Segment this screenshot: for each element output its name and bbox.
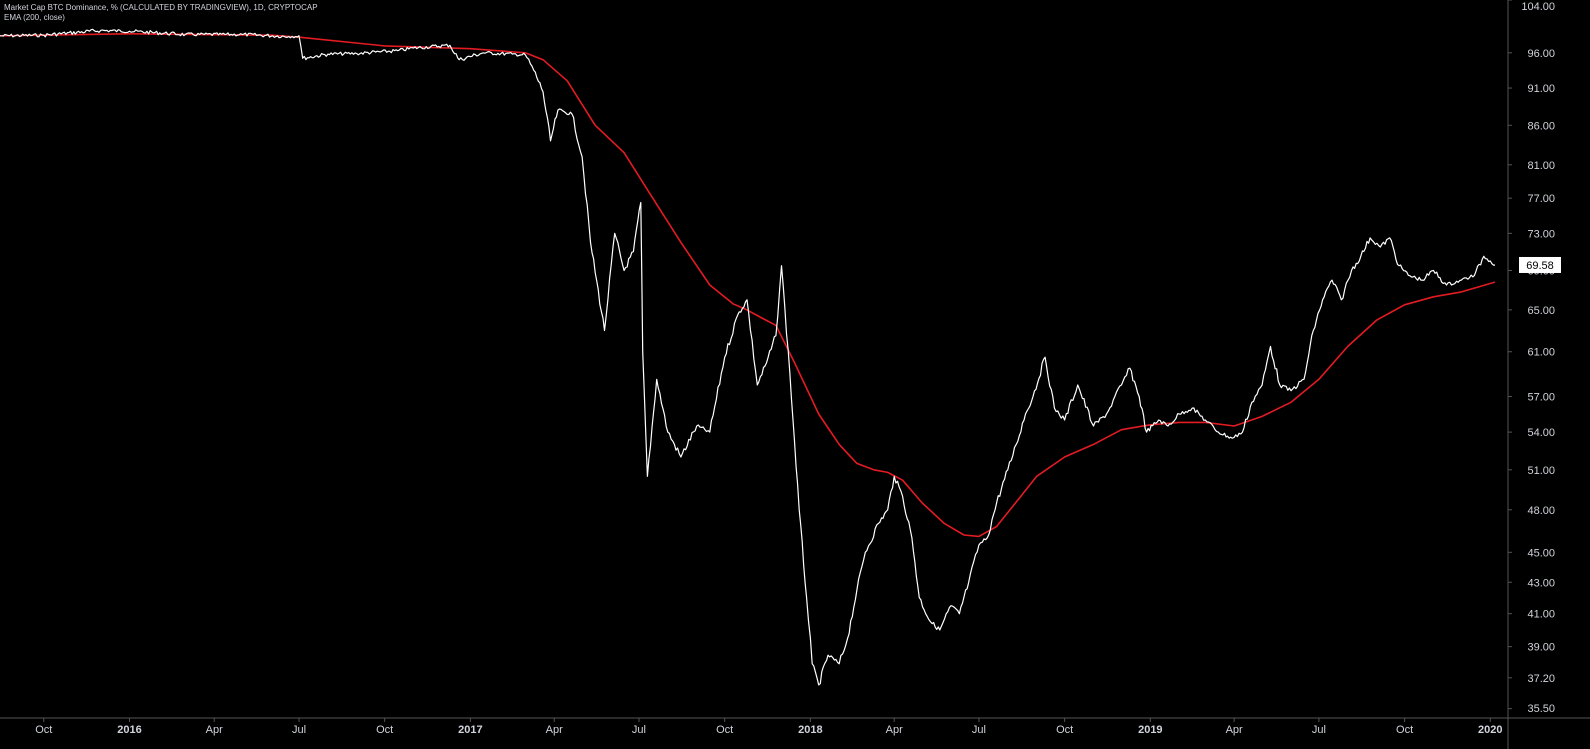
chart-legend: Market Cap BTC Dominance, % (CALCULATED … <box>4 3 318 23</box>
y-tick-label: 77.00 <box>1527 193 1555 205</box>
x-tick-label: Jul <box>972 724 986 736</box>
y-tick-label: 41.00 <box>1527 609 1555 621</box>
x-tick-label: 2019 <box>1138 724 1162 736</box>
legend-indicator: EMA (200, close) <box>4 13 65 22</box>
x-tick-label: 2020 <box>1478 724 1502 736</box>
y-tick-label: 81.00 <box>1527 160 1555 172</box>
x-tick-label: Apr <box>206 724 223 736</box>
y-tick-label: 48.00 <box>1527 505 1555 517</box>
y-tick-label: 86.00 <box>1527 120 1555 132</box>
last-price-tag-bg <box>1519 256 1561 273</box>
y-tick-label: 73.00 <box>1527 228 1555 240</box>
y-tick-label: 54.00 <box>1527 427 1555 439</box>
y-tick-label: 96.00 <box>1527 48 1555 60</box>
ema-series-line[interactable] <box>0 33 1496 538</box>
last-price-tag: 69.58 <box>1519 256 1561 273</box>
x-tick-label: Oct <box>35 724 52 736</box>
x-tick-label: Apr <box>886 724 903 736</box>
y-tick-label: 65.00 <box>1527 305 1555 317</box>
y-axis[interactable]: 104.0096.0091.0086.0081.0077.0073.0069.0… <box>1507 0 1561 749</box>
x-tick-label: 2016 <box>117 724 141 736</box>
x-tick-label: 2018 <box>798 724 822 736</box>
x-tick-label: Oct <box>1056 724 1073 736</box>
x-tick-label: Jul <box>1312 724 1326 736</box>
legend-title: Market Cap BTC Dominance, % (CALCULATED … <box>4 3 318 12</box>
y-tick-label: 39.00 <box>1527 642 1555 654</box>
x-tick-label: 2017 <box>458 724 482 736</box>
y-tick-label: 61.00 <box>1527 347 1555 359</box>
last-price-tag-label: 69.58 <box>1526 260 1554 272</box>
y-tick-label: 35.50 <box>1527 703 1555 715</box>
x-tick-label: Jul <box>632 724 646 736</box>
price-series-line[interactable] <box>0 28 1496 686</box>
y-tick-label: 37.20 <box>1527 673 1555 685</box>
x-tick-label: Oct <box>376 724 393 736</box>
x-tick-label: Apr <box>1226 724 1243 736</box>
y-tick-label: 43.00 <box>1527 577 1555 589</box>
y-tick-label: 45.00 <box>1527 547 1555 559</box>
plot-area[interactable] <box>0 28 1496 686</box>
y-tick-label: 104.00 <box>1521 1 1555 13</box>
x-tick-label: Apr <box>546 724 563 736</box>
x-tick-label: Jul <box>292 724 306 736</box>
x-tick-label: Oct <box>716 724 733 736</box>
y-tick-label: 51.00 <box>1527 465 1555 477</box>
x-tick-label: Oct <box>1396 724 1413 736</box>
y-tick-label: 91.00 <box>1527 83 1555 95</box>
y-tick-label: 57.00 <box>1527 391 1555 403</box>
x-axis[interactable]: Oct 2016 Apr Jul Oct 2017 Apr Jul Oct 2018 Apr Jul O… <box>0 717 1590 736</box>
